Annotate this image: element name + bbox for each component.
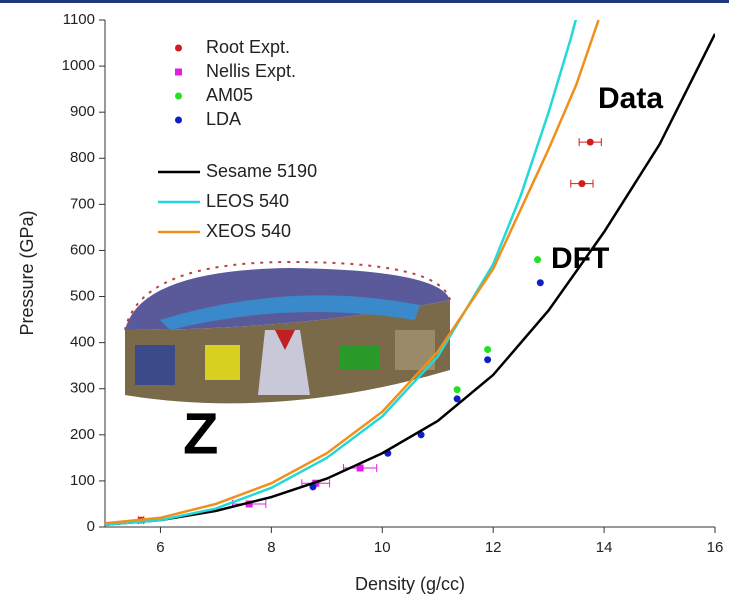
legend-label: Nellis Expt. [206,61,296,81]
point [484,356,492,364]
x-axis-label: Density (g/cc) [355,574,465,594]
y-tick-label: 100 [70,472,95,489]
y-tick-label: 1000 [62,57,95,74]
annotation: Data [598,82,663,115]
point [484,346,492,354]
point [578,180,586,188]
line [105,20,600,525]
y-tick-label: 800 [70,149,95,166]
x-tick-label: 14 [596,539,613,556]
point [356,464,364,472]
point [453,386,461,394]
line [105,33,715,526]
legend-swatch [175,44,182,52]
legend-label: Sesame 5190 [206,161,317,181]
y-tick-label: 0 [87,518,95,535]
line [105,20,578,526]
legend-swatch [175,116,182,124]
y-tick-label: 700 [70,195,95,212]
y-tick-label: 900 [70,103,95,120]
legend-swatch [175,68,182,76]
x-tick-label: 8 [267,539,275,556]
annotation: DFT [551,242,609,275]
point [309,483,317,491]
y-tick-label: 400 [70,334,95,351]
x-tick-label: 12 [485,539,502,556]
x-tick-label: 10 [374,539,391,556]
y-tick-label: 300 [70,380,95,397]
legend-label: AM05 [206,85,253,105]
x-tick-label: 16 [707,539,724,556]
y-tick-label: 200 [70,426,95,443]
y-axis-label: Pressure (GPa) [17,210,37,335]
legend-label: LEOS 540 [206,191,289,211]
point [453,395,461,403]
legend-label: LDA [206,109,241,129]
annotation: Z [183,401,218,466]
point [586,138,594,146]
x-tick-label: 6 [156,539,164,556]
y-tick-label: 600 [70,241,95,258]
point [536,279,544,287]
y-tick-label: 500 [70,288,95,305]
y-tick-label: 1100 [63,11,95,28]
legend-label: Root Expt. [206,37,290,57]
point [245,500,253,508]
legend-swatch [175,92,182,100]
legend-label: XEOS 540 [206,221,291,241]
point [534,256,542,264]
plot-area [105,20,715,526]
z-machine-image [124,260,451,404]
top-bar [0,0,729,3]
